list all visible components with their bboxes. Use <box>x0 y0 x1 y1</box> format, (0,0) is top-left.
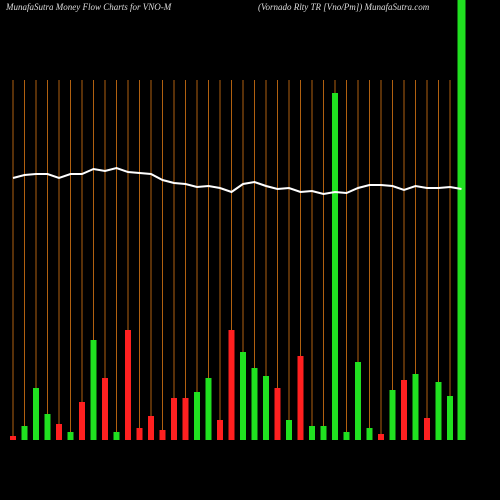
bar <box>251 368 258 440</box>
bar <box>102 378 108 440</box>
bar <box>355 362 361 440</box>
bar <box>447 396 453 440</box>
bar <box>332 93 338 440</box>
bar <box>274 388 281 440</box>
bar <box>194 392 200 440</box>
bar <box>217 420 223 440</box>
bar <box>136 428 143 440</box>
bar <box>10 436 16 440</box>
bar <box>424 418 430 440</box>
bar <box>435 382 442 440</box>
bar <box>205 378 212 440</box>
bar <box>263 376 269 440</box>
money-flow-line <box>12 166 462 196</box>
bar <box>343 432 350 440</box>
bar <box>79 402 85 440</box>
bar <box>159 430 166 440</box>
bar <box>228 330 235 440</box>
bar <box>33 388 39 440</box>
bar <box>401 380 407 440</box>
bar <box>171 398 177 440</box>
bar <box>378 434 384 440</box>
chart-subtitle: (Vornado Rlty TR [Vno/Pm]) MunafaSutra.c… <box>258 2 430 12</box>
bar <box>309 426 315 440</box>
bar <box>366 428 373 440</box>
bar <box>90 340 97 440</box>
bar <box>240 352 246 440</box>
bar <box>44 414 51 440</box>
bar <box>67 432 74 440</box>
bar <box>297 356 304 440</box>
bar <box>457 0 466 440</box>
bar <box>113 432 120 440</box>
bar <box>182 398 189 440</box>
bar <box>320 426 327 440</box>
bar <box>389 390 396 440</box>
bar <box>148 416 154 440</box>
bar <box>286 420 292 440</box>
bar <box>412 374 419 440</box>
bar <box>56 424 62 440</box>
bar <box>125 330 131 440</box>
chart-title: MunafaSutra Money Flow Charts for VNO-M <box>5 2 172 12</box>
bar <box>21 426 28 440</box>
